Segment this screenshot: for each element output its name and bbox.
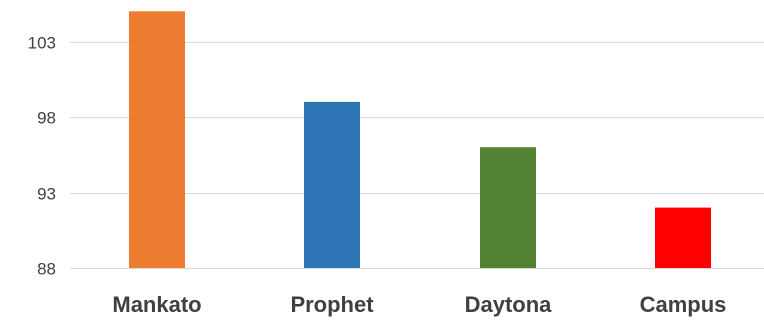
x-axis-category-labels: Mankato Prophet Daytona Campus xyxy=(112,292,726,317)
y-tick-label: 93 xyxy=(37,185,56,204)
x-category-label-campus: Campus xyxy=(640,292,727,317)
y-tick-label: 88 xyxy=(37,260,56,279)
y-axis-tick-labels: 88 93 98 103 xyxy=(28,34,56,279)
x-category-label-prophet: Prophet xyxy=(290,292,374,317)
bar-daytona xyxy=(480,147,536,268)
gridlines xyxy=(70,42,764,269)
y-tick-label: 103 xyxy=(28,34,56,53)
bar-prophet xyxy=(304,101,360,269)
y-tick-label: 98 xyxy=(37,109,56,128)
x-category-label-mankato: Mankato xyxy=(112,292,201,317)
x-category-label-daytona: Daytona xyxy=(465,292,553,317)
bars xyxy=(129,11,711,269)
bar-mankato xyxy=(129,11,185,269)
bar-campus xyxy=(655,207,711,268)
